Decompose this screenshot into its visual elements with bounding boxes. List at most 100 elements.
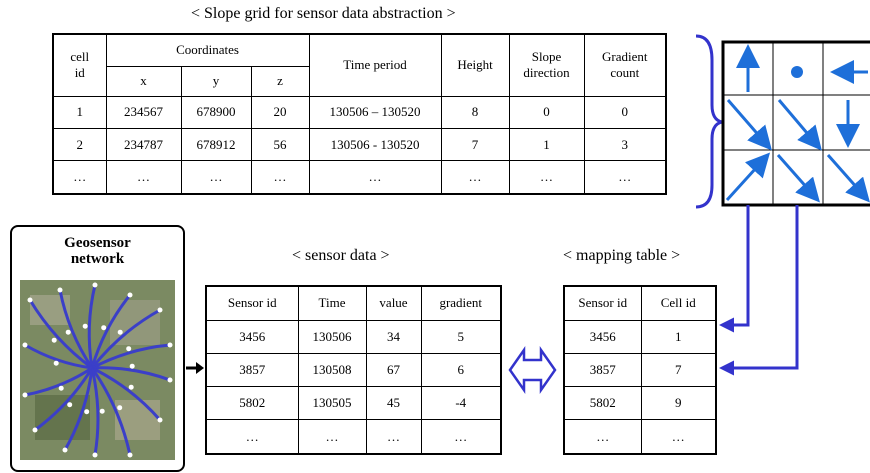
table-cell: … (508, 160, 585, 195)
table-cell: 7 (640, 352, 717, 388)
table-cell: 3857 (563, 352, 642, 388)
table-cell: 678912 (180, 127, 252, 162)
sensor-node (126, 346, 132, 352)
spoke (90, 308, 161, 369)
table-cell: 234787 (105, 127, 182, 162)
table-cell: 8 (440, 95, 510, 129)
header-cell: Coordinates (105, 33, 310, 67)
spoke (24, 366, 93, 397)
header-cell: value (365, 285, 422, 321)
table-cell: 3 (583, 127, 667, 162)
sensor-node (157, 307, 163, 313)
table-cell: 678900 (180, 95, 252, 129)
table-cell: … (365, 419, 422, 455)
spoke (28, 299, 93, 370)
table-cell: … (583, 160, 667, 195)
table-cell: 5802 (563, 386, 642, 421)
table-cell: 0 (583, 95, 667, 129)
sensor-node (22, 342, 28, 348)
sensor-node (53, 360, 59, 366)
sensor-node (117, 405, 123, 411)
table-cell: 20 (250, 95, 310, 129)
slope-arrows (725, 44, 870, 203)
sensor-node (62, 447, 68, 453)
table-cell: 34 (365, 319, 422, 354)
geo-arrow-head (196, 362, 204, 374)
table-cell: 3456 (563, 319, 642, 354)
table-cell: -4 (420, 386, 502, 421)
table-cell: … (420, 419, 502, 455)
sensor-node (84, 409, 90, 415)
header-row: Sensor id Cell id (563, 285, 717, 321)
table-cell: 56 (250, 127, 310, 162)
spoke (91, 343, 171, 370)
table-cell: 6 (420, 352, 502, 388)
spoke (24, 343, 93, 370)
header-cell: Time period (308, 33, 442, 97)
table-row: 3857 7 (563, 352, 717, 388)
table-row: 3456 1 (563, 319, 717, 354)
table-row: …… (563, 419, 717, 455)
table-cell: 3456 (205, 319, 299, 354)
sensor-node (58, 385, 64, 391)
spoke (91, 366, 171, 382)
header-cell: y (180, 65, 252, 97)
table-cell: 5 (420, 319, 502, 354)
sensor-node (32, 427, 38, 433)
sensor-node (22, 392, 28, 398)
spoke (34, 367, 94, 432)
table-cell: 1 (52, 95, 107, 129)
table-cell: … (52, 160, 107, 195)
table-cell: … (563, 419, 642, 455)
sensor-node (82, 323, 88, 329)
table-row: …………………… (52, 160, 667, 195)
table-row: 5802 130505 45 -4 (205, 386, 502, 421)
slope-grid-title: < Slope grid for sensor data abstraction… (191, 5, 456, 22)
spoke (58, 289, 94, 369)
table-row: ………… (205, 419, 502, 455)
table-cell: 1 (508, 127, 585, 162)
header-cell: Height (440, 33, 510, 97)
header-text: Gradient count (602, 49, 648, 81)
sensor-node (129, 363, 135, 369)
table-cell: 130508 (297, 352, 367, 388)
mapping-table: Sensor id Cell id 3456 1 3857 7 5802 9…… (563, 285, 717, 455)
brace (695, 34, 723, 209)
header-cell: z (250, 65, 310, 97)
table-cell: … (440, 160, 510, 195)
sensor-node (117, 329, 123, 335)
sensor-node (92, 282, 98, 288)
header-cell: Slope direction (508, 33, 585, 97)
table-cell: 130506 (297, 319, 367, 354)
sensor-node (99, 408, 105, 414)
table-cell: 130505 (297, 386, 367, 421)
sensor-node (101, 325, 107, 331)
spoke (90, 294, 132, 369)
slope-table: cell id Coordinates Time period Height Slope… (52, 33, 668, 195)
header-cell: Sensor id (563, 285, 642, 321)
mapping-table-title: < mapping table > (563, 247, 681, 264)
header-row: cell id Coordinates Time period Height Slope… (52, 33, 667, 97)
table-cell: 2 (52, 127, 107, 162)
spoke (91, 366, 162, 421)
table-cell: 234567 (105, 95, 182, 129)
header-cell: Gradient count (583, 33, 667, 97)
sensor-node (167, 377, 173, 383)
sensor-node (51, 337, 57, 343)
header-cell: Sensor id (205, 285, 299, 321)
header-text: cell id (70, 49, 90, 81)
sensor-node (65, 329, 71, 335)
table-row: 3456 130506 34 5 (205, 319, 502, 354)
geosensor-label: Geosensor network (12, 235, 183, 269)
table-cell: … (205, 419, 299, 455)
table-cell: 130506 - 130520 (308, 127, 442, 162)
sink-dot (791, 66, 803, 78)
table-cell: 67 (365, 352, 422, 388)
double-arrow (508, 346, 557, 394)
geosensor-box: Geosensor network (10, 225, 185, 472)
sensor-node (128, 384, 134, 390)
header-cell: Time (297, 285, 367, 321)
table-cell: … (105, 160, 182, 195)
